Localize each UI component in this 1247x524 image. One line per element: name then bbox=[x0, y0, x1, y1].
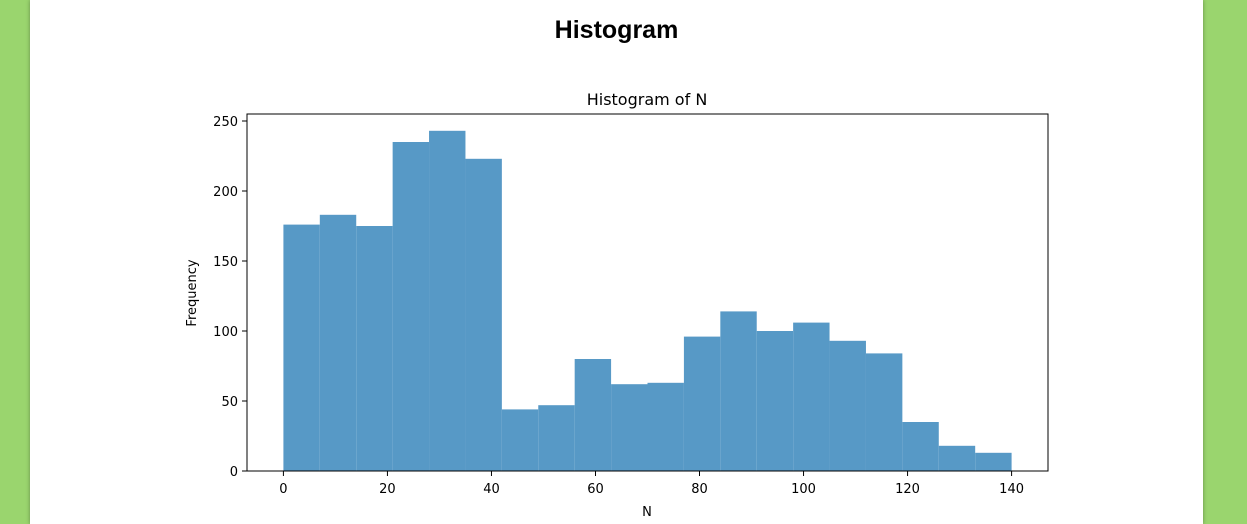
histogram-bar bbox=[501, 409, 539, 471]
histogram-bar bbox=[756, 331, 794, 471]
histogram-bar bbox=[865, 353, 903, 471]
x-tick-label: 120 bbox=[895, 482, 920, 497]
y-tick-label: 200 bbox=[213, 185, 238, 200]
histogram-bar bbox=[829, 340, 866, 471]
x-tick-label: 140 bbox=[999, 482, 1024, 497]
histogram-bar bbox=[319, 214, 357, 472]
y-axis-label: Frequency bbox=[185, 259, 200, 326]
x-tick-label: 0 bbox=[279, 482, 287, 497]
chart-axes: 0 20 40 60 80 100 120 140 0 50 100 150 200 250 bbox=[213, 113, 1049, 497]
histogram-bar bbox=[938, 445, 976, 471]
histogram-bar bbox=[683, 336, 721, 471]
plot-frame bbox=[246, 113, 1049, 472]
histogram-bars bbox=[283, 130, 1012, 472]
y-tick-label: 100 bbox=[213, 325, 238, 340]
y-tick-label: 250 bbox=[213, 115, 238, 130]
y-tick-label: 150 bbox=[213, 255, 238, 270]
histogram-bar bbox=[356, 226, 393, 471]
x-tick-label: 20 bbox=[379, 482, 396, 497]
histogram-bar bbox=[429, 130, 466, 472]
x-tick-label: 40 bbox=[483, 482, 500, 497]
histogram-bar bbox=[611, 384, 648, 471]
chart-title: Histogram of N bbox=[587, 90, 708, 109]
x-tick-label: 100 bbox=[791, 482, 816, 497]
histogram-bar bbox=[283, 224, 320, 471]
page-title: Histogram bbox=[554, 16, 679, 44]
x-tick-label: 80 bbox=[691, 482, 708, 497]
y-tick-label: 50 bbox=[221, 395, 238, 410]
histogram-bar bbox=[720, 311, 757, 471]
histogram-bar bbox=[793, 322, 830, 471]
x-axis-label: N bbox=[642, 505, 652, 520]
histogram-bar bbox=[538, 405, 575, 471]
histogram-bar bbox=[574, 359, 612, 471]
histogram-bar bbox=[647, 382, 684, 471]
histogram-bar bbox=[902, 422, 939, 471]
histogram-bar bbox=[392, 142, 430, 471]
histogram-bar bbox=[975, 452, 1012, 471]
y-tick-label: 0 bbox=[230, 465, 238, 480]
histogram-bar bbox=[465, 158, 502, 472]
x-tick-label: 60 bbox=[587, 482, 604, 497]
